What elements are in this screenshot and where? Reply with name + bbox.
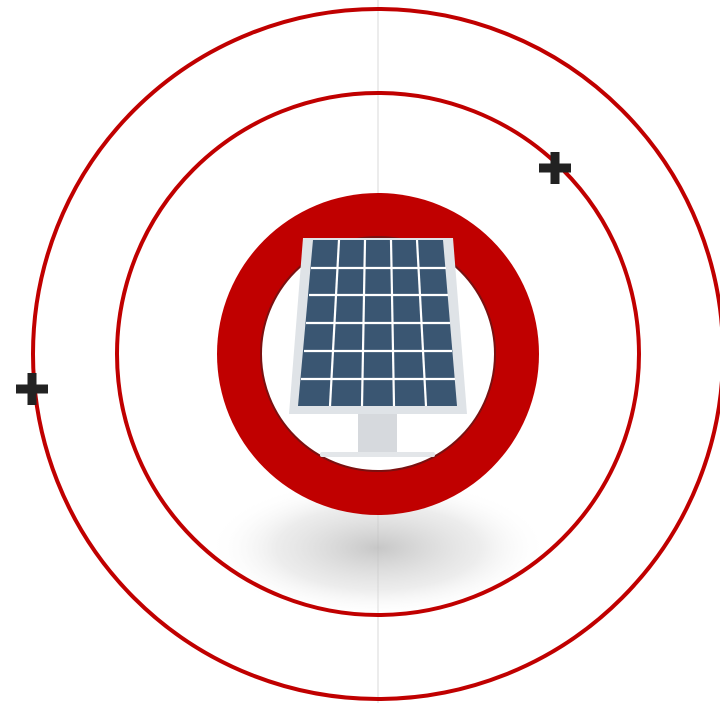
panel-pole (358, 412, 397, 456)
hub-shadow (208, 478, 548, 618)
inner-orbit-ring (115, 91, 641, 617)
panel-grid (301, 239, 455, 407)
solar-panel-icon (289, 238, 467, 457)
panel-base (320, 452, 435, 457)
plus-icon[interactable] (16, 373, 48, 405)
plus-icon[interactable] (539, 152, 571, 184)
outer-orbit-ring (31, 7, 720, 701)
